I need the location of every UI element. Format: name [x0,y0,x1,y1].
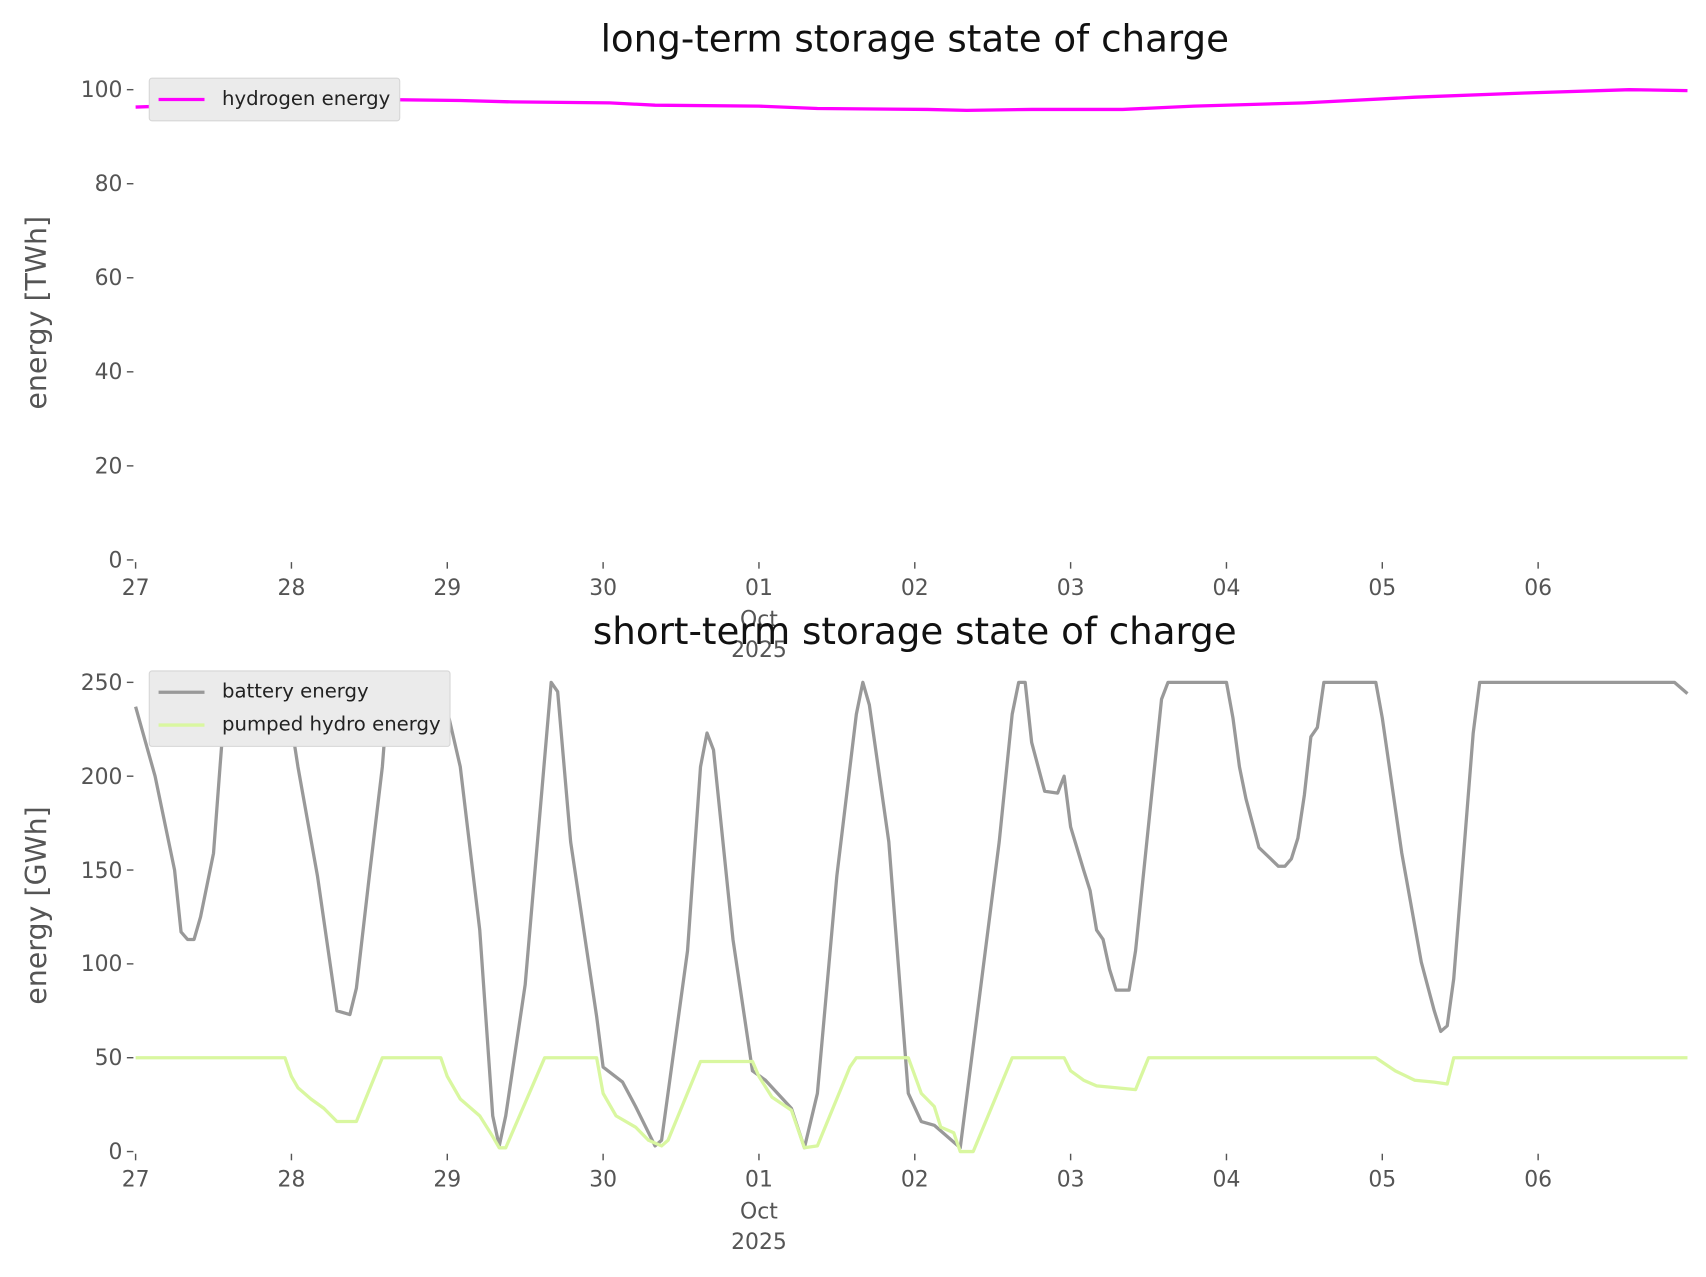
legend-label: hydrogen energy [221,87,391,111]
y-tick-label: 80 [94,170,123,197]
x-tick-label: 27 [121,1165,150,1193]
x-tick-label: 30 [589,1165,618,1193]
y-tick-label: 100 [80,950,123,977]
legend-entry: pumped hydro energy [156,708,441,741]
x-tick-label: 28 [277,1165,306,1193]
y-axis-label: energy [TWh] [20,216,54,410]
data-line [135,1056,1688,1154]
data-line [134,680,1689,1150]
y-tick-label: 0 [108,1138,123,1165]
y-tick-label: 20 [94,452,123,479]
x-tick-label: 03 [1056,1165,1085,1193]
legend-entry: battery energy [156,675,440,708]
x-tick-label: 04 [1212,574,1241,601]
y-axis-label: energy [GWh] [20,805,54,1005]
x-tick-label: 05 [1368,1165,1397,1193]
x-tick-label: 28 [277,574,306,601]
legend-swatch [158,97,205,101]
data-line [135,88,1688,113]
legend: battery energy pumped hydro energy [148,669,451,747]
y-tick-label: 60 [94,264,123,291]
x-tick-label: 29 [433,574,462,601]
x-tick-label: 30 [589,574,618,601]
legend-label: battery energy [221,680,369,704]
x-tick-label: 02 [900,574,929,601]
x-tick-label: 05 [1368,574,1397,601]
x-tick-label: 04 [1212,1165,1241,1193]
chart-title: long-term storage state of charge [600,16,1230,61]
legend-swatch [158,690,205,694]
x-tick-label: 03 [1056,574,1085,601]
legend: hydrogen energy [148,77,401,121]
x-tick-label: 06 [1524,574,1553,601]
x-tick-label: 06 [1524,1165,1553,1193]
x-tick-label: 27 [121,574,150,601]
x-tick-label: 29 [433,1165,462,1193]
legend-label: pumped hydro energy [221,713,441,736]
y-tick-label: 40 [94,358,123,385]
y-tick-label: 100 [80,76,123,103]
y-tick-label: 50 [94,1044,123,1071]
x-tick-label: 02 [900,1165,929,1193]
y-tick-label: 250 [80,668,123,696]
y-tick-label: 150 [80,856,123,883]
legend-entry: hydrogen energy [156,83,390,116]
legend-swatch [158,722,205,727]
y-tick-label: 200 [80,762,123,790]
x-tick-label: 01 Oct 2025 [731,574,787,663]
chart-title: short-term storage state of charge [592,609,1237,654]
x-tick-label: 01 Oct 2025 [731,1165,787,1255]
y-tick-label: 0 [108,546,123,573]
